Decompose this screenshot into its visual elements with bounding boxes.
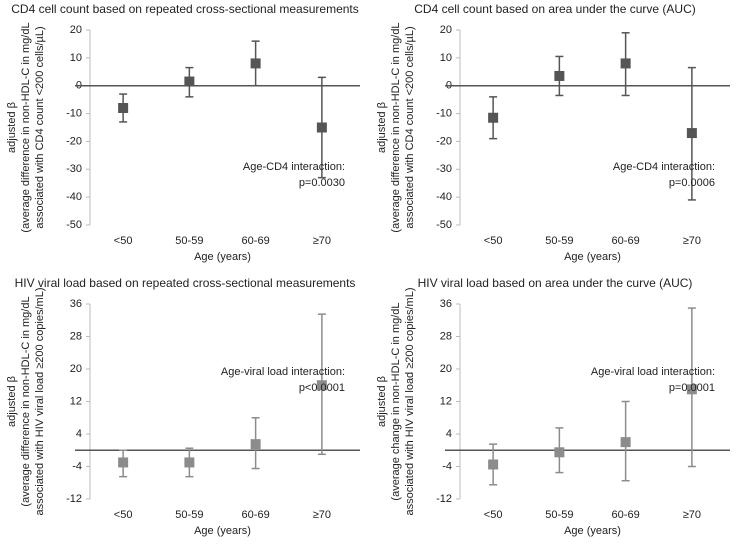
annotation: Age-CD4 interaction:	[243, 161, 345, 173]
x-tick-label: ≥70	[313, 235, 331, 247]
annotation: p=0.0001	[669, 382, 715, 394]
point-marker	[686, 384, 697, 395]
y-axis-label: associated with HIV viral load ≥200 copi…	[404, 288, 416, 516]
x-tick-label: <50	[484, 509, 503, 521]
x-tick-label: ≥70	[683, 235, 701, 247]
chart-panel: HIV viral load based on area under the c…	[376, 276, 730, 537]
chart-title: CD4 cell count based on area under the c…	[414, 2, 695, 16]
x-tick-label: <50	[484, 235, 503, 247]
x-tick-label: 50-59	[545, 509, 573, 521]
y-axis-label: adjusted β	[6, 376, 18, 427]
y-tick-label: -4	[72, 460, 82, 472]
x-tick-label: <50	[114, 235, 133, 247]
y-axis-label: adjusted β	[376, 376, 388, 427]
point-marker	[316, 122, 327, 133]
y-axis-label: (average change in non-HDL-C in mg/dL	[390, 302, 402, 500]
annotation: p=0.0030	[299, 177, 345, 189]
point-marker	[250, 439, 261, 450]
y-tick-label: 20	[70, 363, 82, 375]
chart-panel: HIV viral load based on repeated cross-s…	[6, 276, 360, 537]
x-tick-label: 60-69	[612, 235, 640, 247]
y-tick-label: -20	[436, 135, 452, 147]
x-axis-label: Age (years)	[194, 251, 251, 263]
y-tick-label: 4	[76, 428, 82, 440]
x-tick-label: 60-69	[612, 509, 640, 521]
chart-panel: CD4 cell count based on area under the c…	[376, 2, 730, 263]
x-tick-label: 60-69	[242, 509, 270, 521]
point-marker	[554, 70, 565, 81]
x-tick-label: 50-59	[175, 509, 203, 521]
chart-panel: CD4 cell count based on repeated cross-s…	[6, 2, 360, 263]
y-tick-label: 12	[440, 395, 452, 407]
y-axis-label: associated with CD4 count <200 cells/µL)	[34, 26, 46, 228]
y-axis-label: (average difference in non-HDL-C in mg/d…	[390, 22, 402, 232]
point-marker	[488, 112, 499, 123]
annotation: Age-viral load interaction:	[221, 366, 345, 378]
annotation: Age-CD4 interaction:	[613, 161, 715, 173]
y-tick-label: -50	[436, 219, 452, 231]
y-tick-label: -20	[66, 135, 82, 147]
y-tick-label: -40	[66, 191, 82, 203]
point-marker	[686, 128, 697, 139]
y-tick-label: 36	[70, 298, 82, 310]
chart-title: HIV viral load based on repeated cross-s…	[15, 276, 356, 290]
y-tick-label: 28	[440, 330, 452, 342]
x-tick-label: 60-69	[242, 235, 270, 247]
y-tick-label: -30	[436, 163, 452, 175]
y-tick-label: -30	[66, 163, 82, 175]
y-tick-label: -12	[436, 493, 452, 505]
point-marker	[316, 380, 327, 391]
point-marker	[620, 437, 631, 448]
y-tick-label: -10	[436, 107, 452, 119]
y-tick-label: 36	[440, 298, 452, 310]
y-tick-label: -50	[66, 219, 82, 231]
y-tick-label: 10	[70, 52, 82, 64]
point-marker	[184, 76, 195, 87]
point-marker	[118, 457, 129, 468]
y-tick-label: 20	[70, 24, 82, 36]
point-marker	[620, 58, 631, 69]
point-marker	[488, 459, 499, 470]
y-tick-label: -4	[442, 460, 452, 472]
y-tick-label: 12	[70, 395, 82, 407]
point-marker	[250, 58, 261, 69]
y-tick-label: 20	[440, 24, 452, 36]
point-marker	[118, 103, 129, 113]
y-axis-label: associated with HIV viral load ≥200 copi…	[34, 288, 46, 516]
y-axis-label: adjusted β	[376, 102, 388, 153]
y-tick-label: 20	[440, 363, 452, 375]
point-marker	[184, 457, 195, 468]
y-axis-label: adjusted β	[6, 102, 18, 153]
annotation: p<0.0001	[299, 382, 345, 394]
y-tick-label: 4	[446, 428, 452, 440]
annotation: Age-viral load interaction:	[591, 366, 715, 378]
x-axis-label: Age (years)	[564, 251, 621, 263]
x-tick-label: 50-59	[175, 235, 203, 247]
y-axis-label: associated with CD4 count <200 cells/µL)	[404, 26, 416, 228]
y-tick-label: 10	[440, 52, 452, 64]
x-tick-label: ≥70	[313, 509, 331, 521]
chart-title: HIV viral load based on area under the c…	[418, 276, 693, 290]
y-tick-label: -40	[436, 191, 452, 203]
chart-title: CD4 cell count based on repeated cross-s…	[11, 2, 359, 16]
y-tick-label: -12	[66, 493, 82, 505]
x-tick-label: 50-59	[545, 235, 573, 247]
y-tick-label: 28	[70, 330, 82, 342]
annotation: p=0.0006	[669, 177, 715, 189]
x-axis-label: Age (years)	[194, 525, 251, 537]
y-axis-label: (average difference in non-HDL-C in mg/d…	[20, 22, 32, 232]
y-tick-label: -10	[66, 107, 82, 119]
x-tick-label: <50	[114, 509, 133, 521]
point-marker	[554, 447, 565, 458]
x-axis-label: Age (years)	[564, 525, 621, 537]
y-axis-label: (average difference in non-HDL-C in mg/d…	[20, 296, 32, 506]
x-tick-label: ≥70	[683, 509, 701, 521]
